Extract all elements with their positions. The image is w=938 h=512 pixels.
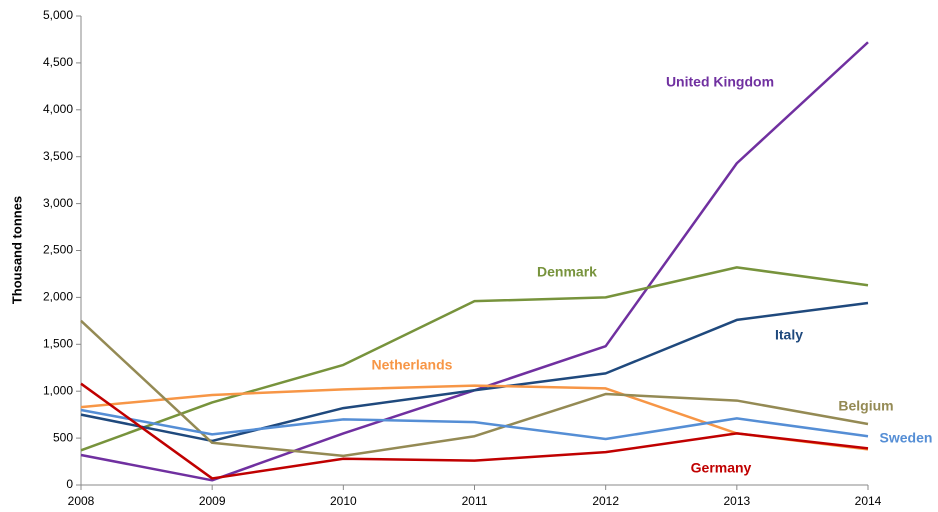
- y-tick-label: 2,000: [43, 290, 73, 304]
- x-tick-label: 2009: [199, 494, 226, 508]
- y-tick-label: 1,500: [43, 336, 73, 350]
- line-series: [80, 384, 869, 451]
- line-series: [80, 41, 869, 482]
- series-label: United Kingdom: [666, 74, 774, 90]
- series-label: Italy: [775, 327, 803, 343]
- line-series: [80, 319, 869, 458]
- x-tick-label: 2013: [723, 494, 750, 508]
- y-tick-label: 2,500: [43, 243, 73, 257]
- y-axis-label: Thousand tonnes: [9, 196, 24, 304]
- y-tick-label: 500: [53, 430, 73, 444]
- x-tick-label: 2014: [855, 494, 882, 508]
- line-series: [80, 408, 869, 441]
- y-tick-label: 3,500: [43, 149, 73, 163]
- line-series: [80, 301, 869, 443]
- y-tick-label: 5,000: [43, 8, 73, 22]
- y-tick-label: 4,000: [43, 102, 73, 116]
- y-tick-label: 1,000: [43, 383, 73, 397]
- series-label: Germany: [691, 460, 752, 476]
- series-label: Denmark: [537, 264, 597, 280]
- series-label: Belgium: [838, 398, 893, 414]
- y-tick-label: 3,000: [43, 196, 73, 210]
- x-tick-label: 2008: [68, 494, 95, 508]
- line-series: [80, 266, 869, 452]
- x-tick-label: 2011: [462, 494, 488, 508]
- y-tick-label: 0: [66, 477, 73, 491]
- series-label: Netherlands: [372, 357, 453, 373]
- line-series: [80, 382, 869, 480]
- x-tick-label: 2012: [592, 494, 619, 508]
- x-tick-label: 2010: [330, 494, 357, 508]
- series-label: Sweden: [880, 430, 933, 446]
- y-tick-label: 4,500: [43, 55, 73, 69]
